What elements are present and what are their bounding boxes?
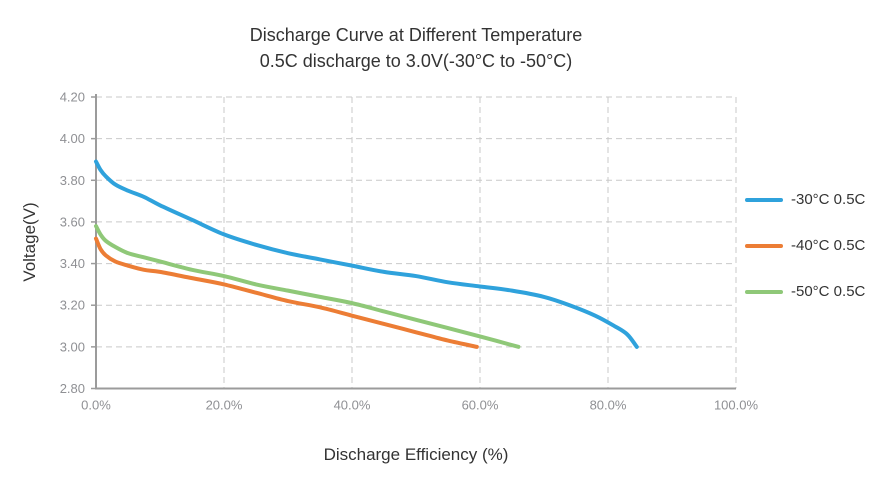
x-tick-label: 20.0% (206, 398, 243, 413)
legend-label: -50°C 0.5C (791, 283, 866, 300)
legend-label: -40°C 0.5C (791, 237, 866, 254)
legend-item: -30°C 0.5C (745, 190, 865, 210)
x-tick-label: 40.0% (334, 398, 371, 413)
series-line-3 (94, 224, 521, 349)
series-line-2 (94, 236, 479, 349)
legend-line-swatch (745, 198, 783, 202)
plot-area: 2.80 3.00 3.20 3.40 3.60 3.80 4.00 4.20 0.0% 20.0… (60, 90, 759, 413)
legend-item: -50°C 0.5C (745, 282, 865, 302)
x-tick-label: 100.0% (714, 398, 759, 413)
y-tick-label: 3.00 (60, 339, 85, 354)
y-tick-label: 3.20 (60, 298, 85, 313)
legend-line-swatch (745, 290, 783, 294)
legend-label: -30°C 0.5C (791, 191, 866, 208)
x-tick-label: 0.0% (81, 398, 111, 413)
y-tick-label: 2.80 (60, 381, 85, 396)
y-tick-label: 3.80 (60, 173, 85, 188)
y-axis-title: Voltage(V) (20, 202, 39, 282)
x-tick-label: 80.0% (590, 398, 627, 413)
legend-line-swatch (745, 244, 783, 248)
y-tick-label: 3.40 (60, 256, 85, 271)
legend: -30°C 0.5C -40°C 0.5C -50°C 0.5C (745, 190, 865, 302)
legend-item: -40°C 0.5C (745, 236, 865, 256)
chart-subtitle: 0.5C discharge to 3.0V(-30°C to -50°C) (259, 51, 573, 71)
y-tick-label: 4.00 (60, 131, 85, 146)
y-tick-label: 4.20 (60, 90, 85, 105)
chart-title-block: Discharge Curve at Different Temperature… (96, 22, 736, 74)
x-tick-label: 60.0% (462, 398, 499, 413)
x-axis-title: Discharge Efficiency (%) (323, 445, 509, 464)
chart-title: Discharge Curve at Different Temperature (249, 25, 583, 45)
y-tick-label: 3.60 (60, 214, 85, 229)
series-line-1 (94, 159, 639, 349)
